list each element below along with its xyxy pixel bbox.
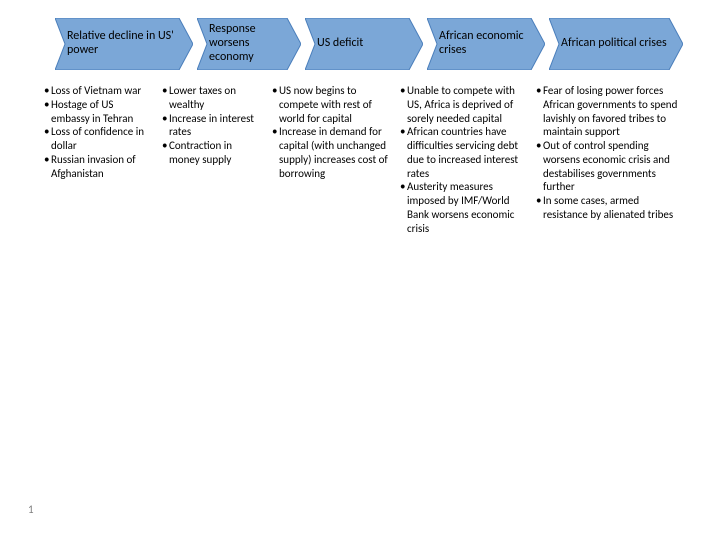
bullet-column: US now begins to compete with rest of wo…: [272, 84, 400, 235]
bullet-item: Hostage of US embassy in Tehran: [44, 98, 154, 126]
process-arrow: Response worsens economy: [197, 18, 301, 70]
bullet-column: Lower taxes on wealthyIncrease in intere…: [162, 84, 272, 235]
bullet-item: Lower taxes on wealthy: [162, 84, 264, 112]
process-arrow: Relative decline in US' power: [55, 18, 193, 70]
bullet-item: Increase in demand for capital (with unc…: [272, 125, 392, 180]
process-arrow: African political crises: [549, 18, 683, 70]
bullet-item: Austerity measures imposed by IMF/World …: [400, 180, 528, 235]
bullet-column: Fear of losing power forces African gove…: [536, 84, 686, 235]
bullet-item: African countries have difficulties serv…: [400, 125, 528, 180]
arrow-label: African political crises: [549, 37, 681, 51]
process-arrow: African economic crises: [427, 18, 545, 70]
arrow-label: Relative decline in US' power: [55, 30, 193, 58]
bullet-item: Loss of Vietnam war: [44, 84, 154, 98]
bullet-item: Increase in interest rates: [162, 112, 264, 140]
bullet-item: Contraction in money supply: [162, 139, 264, 167]
bullet-item: In some cases, armed resistance by alien…: [536, 194, 678, 222]
arrow-label: US deficit: [305, 37, 377, 51]
bullet-item: Unable to compete with US, Africa is dep…: [400, 84, 528, 125]
arrow-row: Relative decline in US' powerResponse wo…: [55, 18, 695, 70]
bullet-item: US now begins to compete with rest of wo…: [272, 84, 392, 125]
bullet-item: Fear of losing power forces African gove…: [536, 84, 678, 139]
bullets-row: Loss of Vietnam warHostage of US embassy…: [44, 84, 704, 235]
bullet-item: Russian invasion of Afghanistan: [44, 153, 154, 181]
bullet-item: Loss of confidence in dollar: [44, 125, 154, 153]
arrow-label: African economic crises: [427, 30, 545, 58]
bullet-column: Unable to compete with US, Africa is dep…: [400, 84, 536, 235]
bullet-column: Loss of Vietnam warHostage of US embassy…: [44, 84, 162, 235]
arrow-label: Response worsens economy: [197, 23, 301, 64]
process-arrow: US deficit: [305, 18, 423, 70]
bullet-item: Out of control spending worsens economic…: [536, 139, 678, 194]
page-number: 1: [28, 503, 34, 516]
